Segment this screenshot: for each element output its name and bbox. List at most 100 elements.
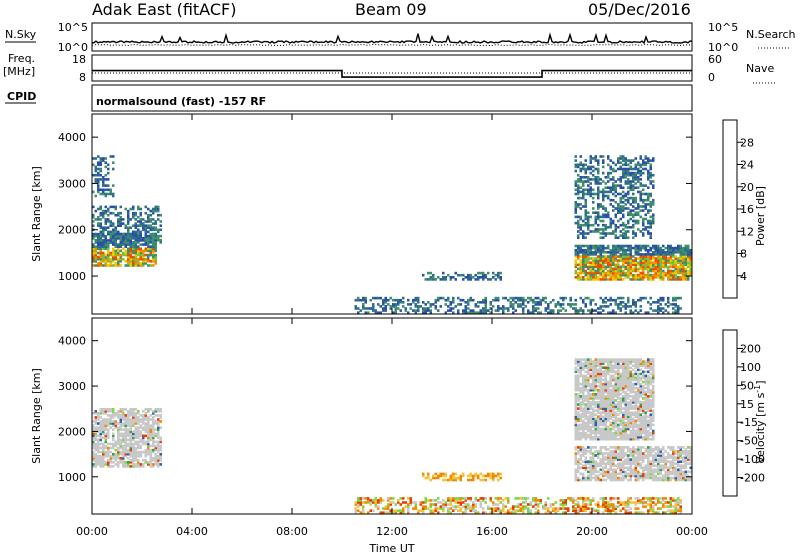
data-cell (154, 235, 157, 238)
data-cell (632, 501, 635, 504)
data-cell (604, 370, 607, 374)
data-cell (584, 305, 587, 308)
data-cell (92, 440, 95, 444)
data-cell (137, 232, 140, 236)
data-cell (152, 434, 155, 438)
data-cell (102, 418, 105, 421)
data-cell (612, 309, 615, 312)
data-cell (584, 169, 587, 173)
data-cell (107, 452, 110, 456)
data-cell (459, 503, 462, 506)
data-cell (577, 437, 580, 441)
data-cell (122, 436, 125, 440)
data-cell (574, 423, 577, 427)
data-cell (94, 452, 97, 456)
data-cell (614, 425, 617, 429)
data-cell (679, 456, 682, 459)
data-cell (674, 265, 677, 269)
data-cell (399, 497, 402, 500)
data-cell (672, 446, 675, 449)
data-cell (649, 450, 652, 453)
data-cell (152, 260, 155, 263)
data-cell (399, 309, 402, 312)
data-cell (617, 161, 620, 164)
data-cell (127, 450, 130, 454)
power-ylabel: Slant Range [km] (30, 166, 43, 262)
data-cell (637, 171, 640, 175)
data-cell (587, 223, 590, 227)
data-cell (109, 422, 112, 425)
data-cell (644, 155, 647, 158)
data-cell (99, 234, 102, 238)
data-cell (132, 257, 135, 261)
data-cell (99, 251, 102, 255)
data-cell (144, 238, 147, 242)
data-cell (627, 446, 630, 449)
data-cell (614, 421, 617, 425)
data-cell (377, 296, 380, 300)
data-cell (124, 424, 127, 427)
data-cell (604, 407, 607, 410)
data-cell (629, 261, 632, 264)
data-cell (127, 448, 130, 452)
data-cell (457, 303, 460, 306)
data-cell (587, 257, 590, 260)
data-cell (669, 248, 672, 252)
data-cell (687, 462, 690, 465)
data-cell (599, 458, 602, 461)
data-cell (647, 263, 650, 267)
data-cell (659, 307, 662, 310)
data-cell (669, 273, 672, 277)
data-cell (604, 276, 607, 279)
data-cell (679, 460, 682, 463)
data-cell (94, 264, 97, 267)
data-cell (427, 472, 430, 476)
data-cell (92, 426, 95, 429)
data-cell (574, 182, 577, 185)
data-cell (617, 362, 620, 365)
data-cell (604, 433, 607, 437)
data-cell (454, 507, 457, 510)
data-cell (689, 251, 692, 254)
data-cell (657, 464, 660, 467)
data-cell (99, 236, 102, 240)
data-cell (477, 276, 480, 279)
data-cell (674, 273, 677, 277)
data-cell (654, 271, 657, 275)
data-cell (579, 364, 582, 367)
data-cell (542, 505, 545, 508)
data-cell (624, 462, 627, 465)
cpid-frame (91, 84, 693, 112)
data-cell (122, 237, 125, 240)
data-cell (644, 448, 647, 451)
data-cell (624, 251, 627, 254)
data-cell (652, 478, 655, 482)
data-cell (147, 461, 150, 464)
data-cell (439, 501, 442, 504)
data-cell (577, 433, 580, 437)
data-cell (599, 236, 602, 239)
data-cell (599, 269, 602, 273)
data-cell (444, 503, 447, 506)
data-cell (602, 395, 605, 398)
data-cell (632, 167, 635, 171)
data-cell (459, 509, 462, 512)
data-cell (592, 271, 595, 275)
data-cell (677, 454, 680, 457)
data-cell (149, 418, 152, 421)
data-cell (159, 426, 162, 429)
data-cell (134, 226, 137, 229)
data-cell (462, 298, 465, 302)
data-cell (157, 207, 160, 211)
data-cell (494, 474, 497, 478)
data-cell (597, 161, 600, 164)
data-cell (562, 511, 565, 514)
data-cell (447, 499, 450, 502)
data-cell (632, 205, 635, 208)
data-cell (607, 470, 610, 474)
data-cell (119, 245, 122, 248)
data-cell (599, 311, 602, 314)
data-cell (579, 507, 582, 510)
data-cell (609, 476, 612, 480)
